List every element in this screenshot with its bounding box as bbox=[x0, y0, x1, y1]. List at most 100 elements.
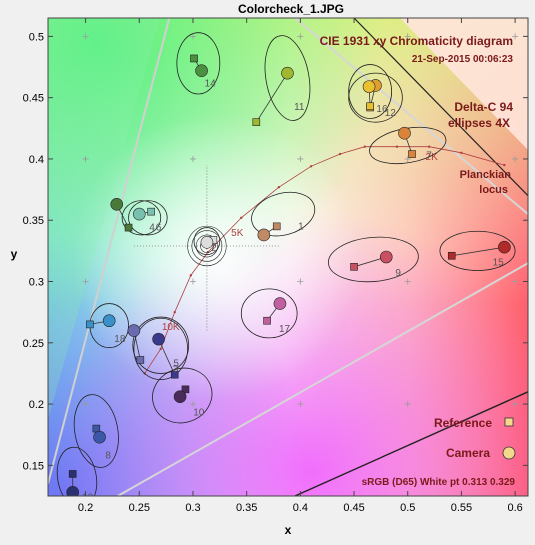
patch-label-14: 14 bbox=[205, 78, 217, 89]
x-tick-label: 0.35 bbox=[236, 502, 257, 514]
patch-label-10: 10 bbox=[193, 408, 205, 419]
patch-label-15: 15 bbox=[493, 258, 505, 269]
cct-label: 2K bbox=[426, 152, 439, 163]
reference-marker-7 bbox=[408, 150, 416, 158]
reference-marker-18 bbox=[86, 320, 94, 329]
reference-marker-4 bbox=[124, 223, 133, 232]
camera-marker-7 bbox=[398, 126, 411, 140]
locus-point bbox=[338, 152, 342, 156]
patch-label-5: 5 bbox=[173, 358, 179, 369]
camera-marker-14 bbox=[195, 64, 208, 78]
grid-cross bbox=[189, 155, 196, 162]
gamut-boundary-lines bbox=[48, 18, 528, 496]
legend-reference-label: Reference bbox=[434, 416, 492, 430]
x-tick-label: 0.45 bbox=[343, 502, 364, 514]
grid-cross bbox=[512, 33, 519, 40]
legend-camera-swatch bbox=[502, 446, 516, 460]
ellipse-patch-11 bbox=[264, 35, 311, 121]
grid-cross bbox=[189, 278, 196, 285]
subtitle-line2: ellipses 4X bbox=[448, 116, 510, 130]
reference-marker-9 bbox=[350, 263, 358, 271]
y-tick-label: 0.4 bbox=[29, 154, 44, 166]
cct-label: 5K bbox=[231, 228, 244, 239]
ellipse-patch-3 bbox=[133, 317, 188, 380]
y-axis-label: y bbox=[11, 247, 18, 261]
camera-marker-8 bbox=[93, 430, 106, 444]
subtitle-line1: Delta-C 94 bbox=[454, 100, 513, 114]
camera-marker-10 bbox=[173, 390, 187, 404]
legend-reference-swatch bbox=[504, 417, 514, 427]
planckian-curve bbox=[144, 146, 505, 374]
ellipse-patch-6 bbox=[128, 200, 168, 236]
grid-cross bbox=[404, 278, 411, 285]
patch-label-9: 9 bbox=[395, 268, 401, 279]
offset-line-15 bbox=[451, 246, 505, 257]
y-tick-label: 0.5 bbox=[29, 31, 44, 43]
camera-marker-13 bbox=[66, 486, 79, 496]
grid-cross bbox=[297, 401, 304, 408]
reference-marker-14 bbox=[190, 54, 198, 63]
ellipse-patch-17 bbox=[240, 288, 298, 339]
locus-point bbox=[240, 216, 243, 219]
ellipse-patch-5 bbox=[132, 316, 190, 374]
x-tick-label: 0.2 bbox=[78, 502, 93, 514]
grid-cross bbox=[297, 155, 304, 162]
grid-cross bbox=[82, 33, 89, 40]
patch-label-18: 18 bbox=[114, 334, 126, 345]
ellipse-patch-12 bbox=[348, 72, 403, 123]
ellipse-patch-8 bbox=[73, 394, 119, 468]
x-tick-label: 0.5 bbox=[400, 502, 415, 514]
locus-point bbox=[395, 145, 399, 148]
grid-cross bbox=[404, 401, 411, 408]
grid-cross bbox=[297, 278, 304, 285]
y-tick-label: 0.45 bbox=[23, 93, 44, 105]
ellipse-patch-15 bbox=[439, 230, 516, 271]
spectral-locus-right bbox=[294, 18, 528, 215]
grid-crosses bbox=[82, 33, 519, 408]
srgb-gamut-bottom bbox=[294, 391, 528, 496]
patch-label-12: 12 bbox=[385, 108, 397, 119]
locus-point bbox=[277, 185, 281, 189]
legend-camera-label: Camera bbox=[446, 446, 490, 460]
locus-point bbox=[503, 163, 506, 167]
locus-point bbox=[428, 145, 431, 148]
locus-point bbox=[460, 151, 463, 155]
delta-c-ellipses bbox=[56, 32, 516, 496]
y-tick-label: 0.35 bbox=[23, 215, 44, 227]
y-tick-label: 0.15 bbox=[23, 460, 44, 472]
planckian-label-1: Planckian bbox=[460, 169, 512, 181]
camera-marker-4 bbox=[110, 197, 124, 211]
grid-cross bbox=[82, 401, 89, 408]
cct-label: 10K bbox=[162, 322, 180, 333]
axis-ticks: 0.2 0.25 0.3 0.35 0.4 0.45 0.5 0.55 0.60.150.20.… bbox=[23, 18, 528, 514]
camera-marker-17 bbox=[273, 297, 287, 310]
window-title: Colorcheck_1.JPG bbox=[238, 2, 344, 16]
grid-cross bbox=[189, 33, 196, 40]
grid-cross bbox=[512, 155, 519, 162]
grid-cross bbox=[404, 33, 411, 40]
reference-marker-13 bbox=[68, 470, 77, 478]
locus-point bbox=[173, 310, 176, 314]
reference-marker-6 bbox=[147, 207, 155, 216]
ellipse-patch-1 bbox=[251, 191, 316, 237]
x-tick-label: 0.4 bbox=[293, 502, 308, 514]
patch-label-8: 8 bbox=[105, 451, 111, 462]
ellipse-patch-13 bbox=[56, 446, 98, 496]
reference-marker-15 bbox=[447, 251, 456, 260]
patch-label-11: 11 bbox=[294, 102, 305, 113]
x-axis-label: x bbox=[285, 523, 292, 537]
ellipse-patch-2 bbox=[193, 227, 221, 255]
grid-cross bbox=[512, 278, 519, 285]
camera-marker-11 bbox=[281, 66, 294, 80]
offset-line-3 bbox=[158, 338, 176, 375]
spectral-locus-left bbox=[48, 18, 171, 484]
patch-label-1: 1 bbox=[298, 222, 304, 233]
y-tick-label: 0.25 bbox=[23, 338, 44, 350]
grid-cross bbox=[82, 278, 89, 285]
chart-title: CIE 1931 xy Chromaticity diagram bbox=[320, 34, 513, 48]
y-tick-label: 0.3 bbox=[29, 277, 44, 289]
white-ellipse bbox=[191, 230, 223, 262]
planckian-label-2: locus bbox=[479, 184, 508, 196]
